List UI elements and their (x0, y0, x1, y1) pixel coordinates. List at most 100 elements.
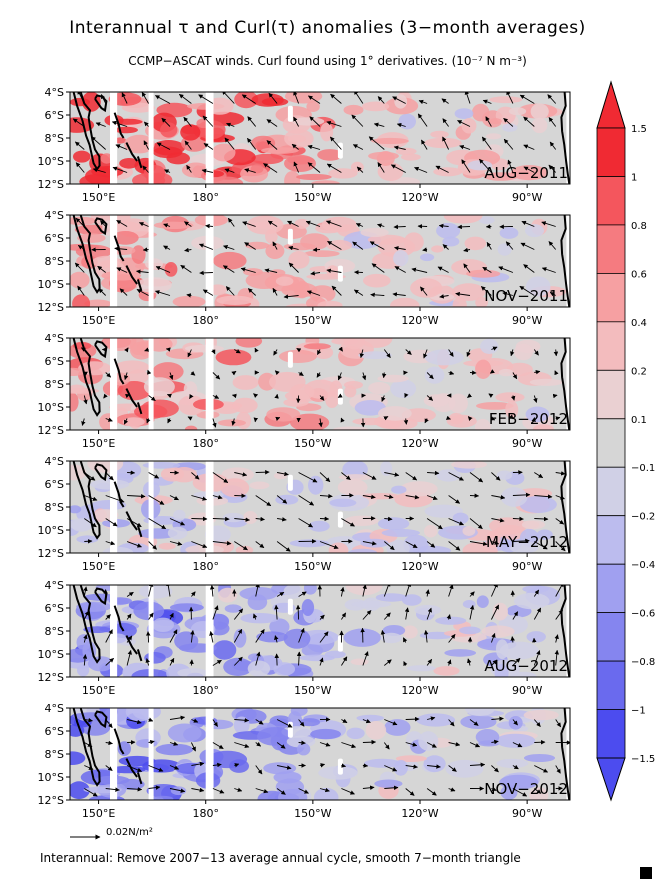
wind-vector (384, 541, 395, 551)
anomaly-patch (347, 548, 378, 553)
wind-vector (234, 541, 248, 551)
x-tick-label: 150°E (82, 560, 115, 573)
anomaly-patch (376, 151, 395, 166)
anomaly-patch (220, 478, 250, 498)
wind-vector (459, 145, 471, 150)
wind-vector (305, 220, 321, 227)
wind-vector (169, 495, 179, 501)
wind-vector (383, 416, 389, 421)
anomaly-patch (344, 515, 379, 526)
wind-vector (143, 140, 149, 150)
map-panel: 4°S 6°S 8°S 10°S 12°S 150°E 180° 150°W 120°W 90°W… (38, 86, 571, 204)
wind-vector (383, 742, 390, 750)
wind-vector (510, 395, 516, 401)
wind-vector (312, 247, 321, 252)
land-east (566, 461, 570, 553)
wind-vector (505, 241, 514, 250)
wind-vector (142, 165, 149, 173)
anomaly-patch (343, 338, 366, 350)
wind-vector (370, 292, 385, 298)
wind-vector (490, 416, 496, 421)
anomaly-patch (451, 283, 486, 301)
wind-vector (502, 291, 514, 297)
wind-vector (225, 286, 235, 296)
anomaly-patch (84, 299, 112, 307)
y-tick-label: 12°S (38, 178, 64, 191)
wind-vector (121, 92, 128, 104)
anomaly-patch (498, 368, 514, 377)
wind-vector (202, 289, 214, 296)
wind-vector (203, 143, 214, 150)
anomaly-patch (142, 462, 181, 469)
wind-vector (383, 349, 391, 359)
anomaly-patch (223, 657, 253, 677)
wind-vector (523, 166, 535, 173)
wind-vector (293, 92, 300, 104)
anomaly-patch (462, 526, 476, 536)
wind-vector (404, 392, 409, 398)
wind-vector (126, 719, 142, 725)
wind-vector (405, 472, 418, 481)
wind-vector (512, 372, 518, 380)
wind-vector (469, 719, 479, 726)
missing-data-strip (110, 461, 118, 553)
anomaly-patch (356, 714, 384, 722)
anomaly-patch (169, 603, 204, 612)
anomaly-patch (378, 406, 412, 421)
anomaly-patch (401, 594, 422, 606)
missing-data-patch (337, 635, 343, 652)
wind-vector (534, 369, 541, 375)
colorbar-segment (596, 612, 626, 662)
coastline (125, 758, 138, 778)
anomaly-patch (401, 153, 421, 161)
wind-vector (414, 166, 428, 173)
y-tick-label: 8°S (45, 625, 64, 638)
land-east (566, 92, 570, 184)
coastline (94, 340, 108, 359)
y-tick-label: 8°S (45, 255, 64, 268)
panel-date-label: MAY−2012 (486, 533, 568, 551)
wind-vector (103, 393, 108, 399)
wind-vector (105, 657, 114, 666)
wind-vector (520, 242, 535, 250)
wind-vector (169, 715, 186, 721)
coastline (72, 215, 101, 294)
x-tick-label: 150°W (294, 191, 331, 204)
wind-vector (190, 371, 196, 376)
anomaly-patch (526, 631, 546, 643)
anomaly-patch (502, 123, 518, 132)
wind-vector (512, 657, 521, 666)
anomaly-patch (284, 171, 301, 184)
wind-vector (405, 716, 420, 722)
coastline (113, 728, 125, 755)
anomaly-patch (395, 147, 417, 156)
wind-vector (186, 164, 192, 173)
wind-vector (541, 221, 556, 227)
anomaly-patch (177, 668, 208, 677)
missing-data-patch (337, 265, 343, 282)
anomaly-patch (87, 656, 114, 672)
anomaly-patch (430, 130, 449, 138)
wind-vector (156, 142, 171, 150)
x-tick-label: 180° (192, 807, 219, 820)
wind-vector (74, 262, 85, 273)
wind-vector (119, 288, 128, 296)
anomaly-patch (343, 628, 381, 647)
y-tick-label: 8°S (45, 748, 64, 761)
panel-date-label: AUG−2012 (484, 657, 568, 675)
x-tick-label: 180° (192, 191, 219, 204)
anomaly-patch (523, 754, 556, 762)
anomaly-patch (519, 496, 557, 513)
wind-vector (77, 285, 85, 296)
anomaly-patch (476, 402, 514, 410)
anomaly-patch (70, 216, 97, 226)
anomaly-patch (436, 469, 461, 482)
wind-vector (169, 629, 178, 643)
wind-vector (405, 349, 412, 355)
curl-field (70, 708, 570, 800)
wind-vector (362, 472, 377, 480)
anomaly-patch (418, 731, 439, 751)
anomaly-patch (251, 135, 276, 151)
anomaly-patch (476, 595, 489, 608)
wind-vector (394, 266, 406, 273)
